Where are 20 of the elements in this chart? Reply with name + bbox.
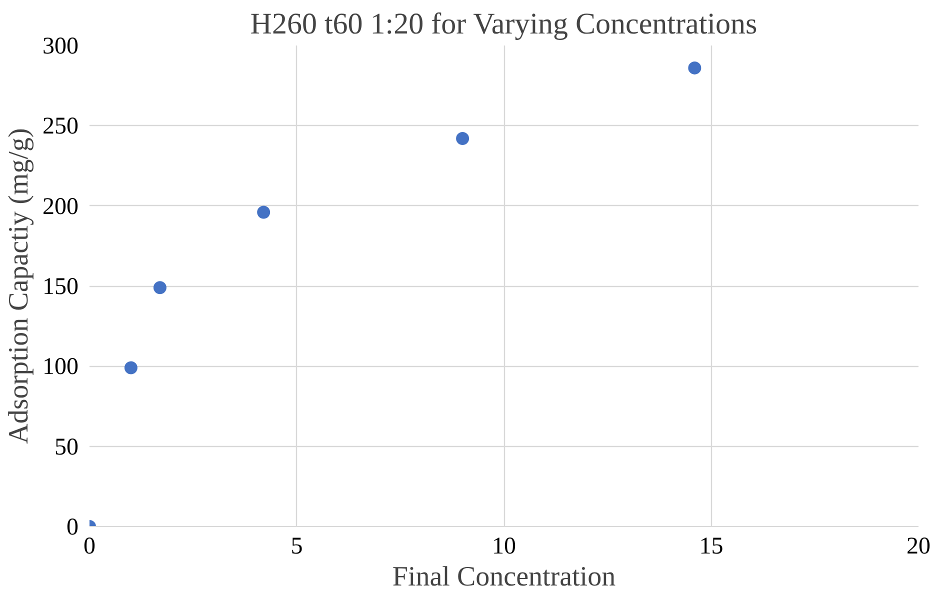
- x-axis-title: Final Concentration: [392, 562, 616, 592]
- point: [153, 281, 166, 294]
- x-tick-label: 20: [906, 534, 930, 560]
- y-tick-label: 50: [54, 434, 78, 460]
- point: [257, 206, 270, 219]
- x-tick-label: 5: [290, 534, 303, 560]
- x-tick-label: 15: [699, 534, 724, 560]
- y-tick-label: 250: [42, 114, 78, 140]
- y-tick-label: 100: [42, 354, 78, 380]
- point: [124, 361, 138, 374]
- x-tick-label: 10: [492, 534, 516, 560]
- y-tick-label: 300: [42, 34, 78, 60]
- y-tick-label: 150: [42, 274, 78, 300]
- point: [456, 132, 470, 145]
- y-axis-title: Adsorption Capactiy (mg/g): [4, 128, 34, 444]
- y-tick-label: 200: [42, 194, 78, 220]
- y-tick-label: 0: [66, 514, 78, 540]
- point: [688, 61, 702, 74]
- x-tick-label: 0: [84, 534, 96, 560]
- chart-title: H260 t60 1:20 for Varying Concentrations: [250, 8, 758, 40]
